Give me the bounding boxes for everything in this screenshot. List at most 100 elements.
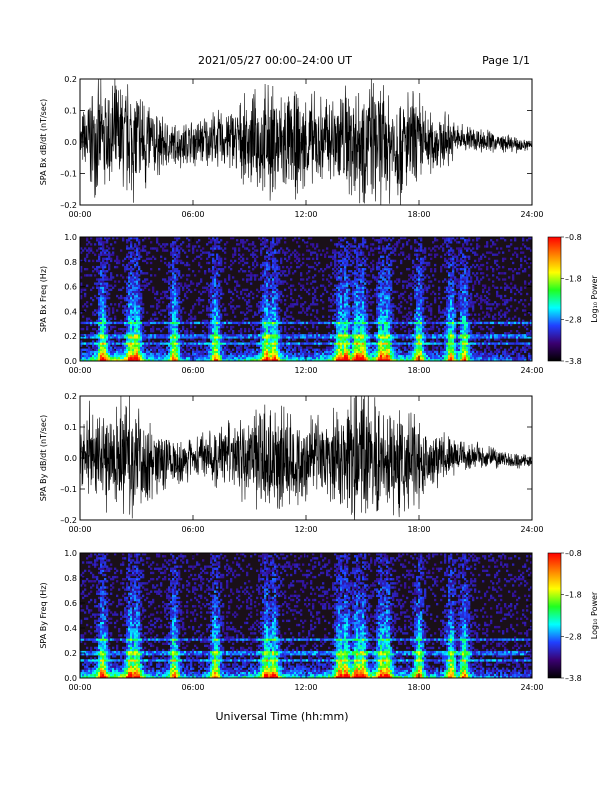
spectrogram-cell bbox=[126, 241, 129, 244]
spectrogram-cell bbox=[102, 350, 105, 354]
spectrogram-cell bbox=[152, 247, 155, 250]
spectrogram-cell bbox=[228, 336, 231, 339]
spectrogram-cell bbox=[234, 259, 237, 263]
spectrogram-cell bbox=[274, 288, 277, 292]
spectrogram-cell bbox=[104, 338, 107, 341]
spectrogram-cell bbox=[190, 356, 193, 360]
spectrogram-cell bbox=[304, 354, 307, 358]
spectrogram-cell bbox=[366, 263, 369, 267]
spectrogram-cell bbox=[242, 288, 245, 292]
spectrogram-cell bbox=[170, 317, 173, 320]
spectrogram-cell bbox=[88, 251, 91, 254]
spectrogram-cell bbox=[102, 346, 105, 349]
spectrogram-cell bbox=[272, 311, 275, 314]
spectrogram-cell bbox=[336, 294, 339, 298]
spectrogram-cell bbox=[226, 313, 229, 316]
spectrogram-cell bbox=[350, 243, 353, 246]
spectrogram-cell bbox=[210, 286, 213, 289]
spectrogram-cell bbox=[246, 356, 249, 360]
spectrogram-cell bbox=[362, 268, 365, 271]
spectrogram-cell bbox=[344, 340, 347, 343]
spectrogram-cell bbox=[178, 251, 181, 254]
spectrogram-cell bbox=[164, 309, 167, 312]
spectrogram-cell bbox=[100, 309, 103, 312]
spectrogram-cell bbox=[346, 263, 349, 267]
spectrogram-cell bbox=[334, 265, 337, 269]
spectrogram-cell bbox=[332, 356, 335, 360]
spectrogram-cell bbox=[316, 286, 319, 289]
spectrogram-cell bbox=[214, 315, 217, 318]
spectrogram-cell bbox=[382, 323, 385, 327]
spectrogram-cell bbox=[296, 356, 299, 360]
spectrogram-cell bbox=[378, 245, 381, 248]
spectrogram-cell bbox=[212, 257, 215, 261]
spectrogram-cell bbox=[340, 323, 343, 327]
spectrogram-cell bbox=[136, 352, 139, 356]
spectrogram-cell bbox=[356, 344, 359, 347]
spectrogram-cell bbox=[230, 350, 233, 354]
spectrogram-cell bbox=[118, 348, 121, 351]
spectrogram-cell bbox=[336, 301, 339, 304]
spectrogram-cell bbox=[290, 303, 293, 306]
spectrogram-cell bbox=[332, 321, 335, 325]
spectrogram-cell bbox=[140, 301, 143, 304]
spectrogram-cell bbox=[338, 332, 341, 335]
spectrogram-cell bbox=[124, 323, 127, 327]
spectrogram-cell bbox=[142, 342, 145, 345]
spectrogram-cell bbox=[160, 348, 163, 351]
spectrogram-cell bbox=[88, 321, 91, 325]
spectrogram-cell bbox=[218, 263, 221, 267]
spectrogram-cell bbox=[240, 338, 243, 341]
spectrogram-cell bbox=[144, 245, 147, 248]
spectrogram-cell bbox=[376, 338, 379, 341]
spectrogram-cell bbox=[152, 290, 155, 294]
spectrogram-cell bbox=[116, 346, 119, 349]
spectrogram-cell bbox=[208, 288, 211, 292]
spectrogram-cell bbox=[266, 284, 269, 287]
spectrogram-cell bbox=[348, 340, 351, 343]
spectrogram-cell bbox=[180, 356, 183, 360]
spectrogram-cell bbox=[162, 336, 165, 339]
spectrogram-cell bbox=[326, 350, 329, 354]
spectrogram-cell bbox=[362, 354, 365, 358]
spectrogram-cell bbox=[160, 330, 163, 333]
spectrogram-cell bbox=[364, 323, 367, 327]
spectrogram-cell bbox=[154, 348, 157, 351]
spectrogram-cell bbox=[274, 334, 277, 337]
spectrogram-cell bbox=[366, 340, 369, 343]
spectrogram-cell bbox=[242, 270, 245, 273]
spectrogram-cell bbox=[168, 321, 171, 325]
spectrogram-cell bbox=[188, 268, 191, 271]
spectrogram-cell bbox=[102, 247, 105, 250]
spectrogram-cell bbox=[276, 319, 279, 323]
spectrogram-cell bbox=[84, 334, 87, 337]
spectrogram-cell bbox=[152, 255, 155, 258]
spectrogram-cell bbox=[172, 249, 175, 252]
spectrogram-cell bbox=[380, 307, 383, 310]
spectrogram-cell bbox=[360, 294, 363, 298]
spectrogram-cell bbox=[276, 358, 279, 361]
spectrogram-cell bbox=[136, 319, 139, 323]
spectrogram-cell bbox=[264, 288, 267, 292]
spectrogram-cell bbox=[346, 346, 349, 349]
spectrogram-cell bbox=[266, 278, 269, 281]
spectrogram-cell bbox=[96, 356, 99, 360]
spectrogram-cell bbox=[360, 282, 363, 285]
spectrogram-cell bbox=[104, 290, 107, 294]
spectrogram-cell bbox=[212, 268, 215, 271]
spectrogram-cell bbox=[124, 334, 127, 337]
spectrogram-cell bbox=[354, 241, 357, 244]
spectrogram-cell bbox=[348, 332, 351, 335]
spectrogram-cell bbox=[348, 305, 351, 308]
spectrogram-cell bbox=[134, 321, 137, 325]
spectrogram-cell bbox=[204, 350, 207, 354]
spectrogram-cell bbox=[212, 272, 215, 275]
spectrogram-cell bbox=[140, 348, 143, 351]
spectrogram-cell bbox=[294, 352, 297, 356]
spectrogram-cell bbox=[284, 317, 287, 320]
spectrogram-cell bbox=[344, 338, 347, 341]
spectrogram-cell bbox=[218, 303, 221, 306]
spectrogram-cell bbox=[254, 340, 257, 343]
spectrogram-cell bbox=[344, 237, 347, 240]
spectrogram-cell bbox=[234, 344, 237, 347]
